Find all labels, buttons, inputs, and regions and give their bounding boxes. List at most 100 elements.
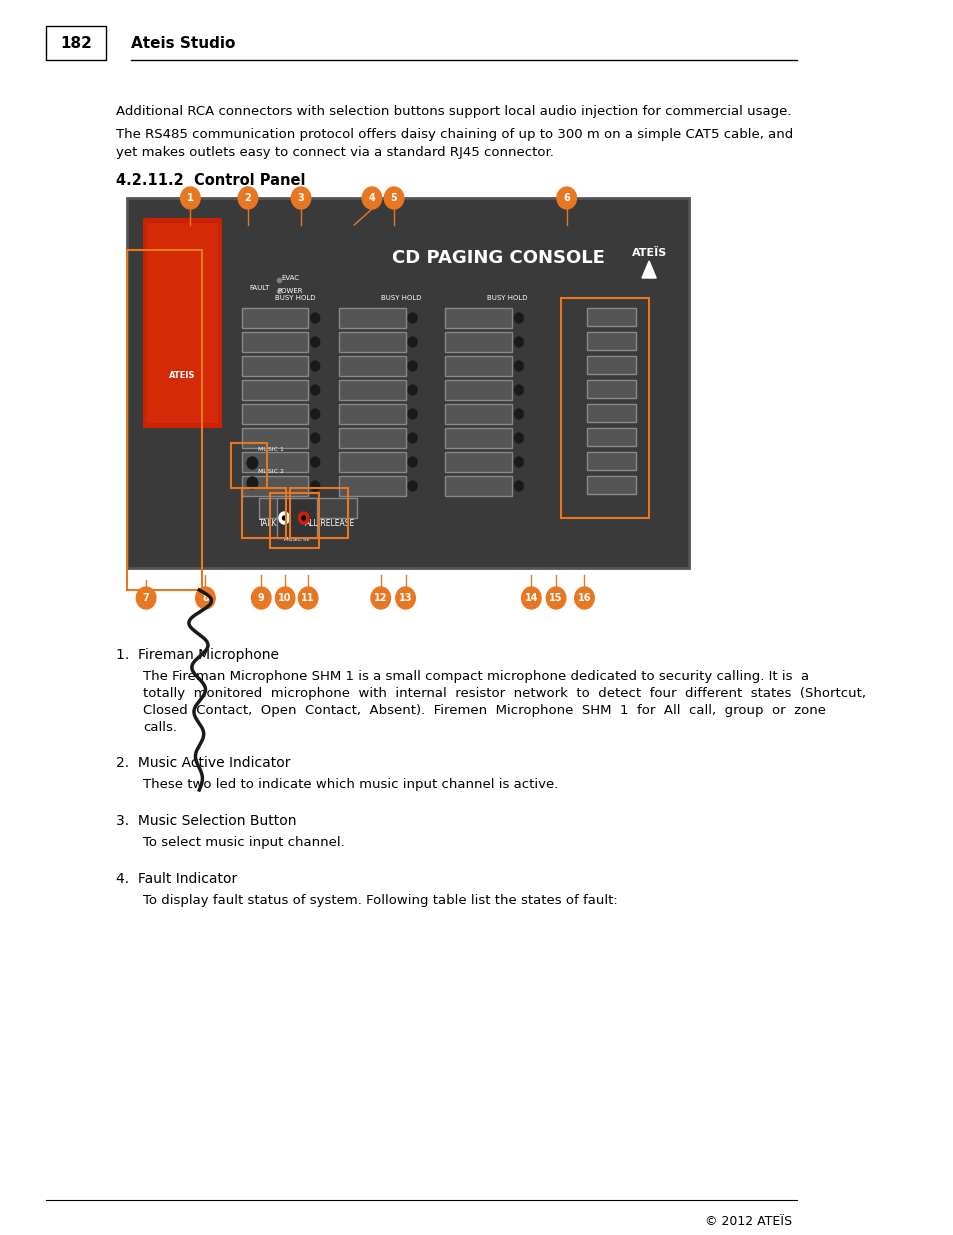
Text: EVAC: EVAC <box>281 275 299 282</box>
Bar <box>445 404 512 424</box>
Text: BUSY HOLD: BUSY HOLD <box>487 295 527 301</box>
Circle shape <box>574 587 594 609</box>
Text: TALK: TALK <box>259 519 277 529</box>
Circle shape <box>311 457 319 467</box>
Circle shape <box>514 385 523 395</box>
Text: POWER: POWER <box>277 288 303 294</box>
Circle shape <box>247 457 257 469</box>
Circle shape <box>371 587 390 609</box>
Text: To select music input channel.: To select music input channel. <box>143 836 345 848</box>
Text: 9: 9 <box>257 593 264 603</box>
Text: 5: 5 <box>391 193 397 203</box>
Polygon shape <box>641 261 656 278</box>
Circle shape <box>408 312 416 324</box>
Bar <box>586 356 635 374</box>
Circle shape <box>408 409 416 419</box>
Circle shape <box>302 516 305 520</box>
Bar <box>127 198 688 568</box>
Circle shape <box>408 361 416 370</box>
Circle shape <box>514 433 523 443</box>
Bar <box>586 380 635 398</box>
Bar <box>445 475 512 496</box>
Circle shape <box>311 433 319 443</box>
Text: 8: 8 <box>202 593 209 603</box>
Bar <box>142 219 222 429</box>
Text: 16: 16 <box>578 593 591 603</box>
Text: CD PAGING CONSOLE: CD PAGING CONSOLE <box>392 249 604 267</box>
Text: Ateis Studio: Ateis Studio <box>131 36 235 51</box>
Circle shape <box>514 337 523 347</box>
Circle shape <box>514 409 523 419</box>
Circle shape <box>408 433 416 443</box>
Text: 4: 4 <box>368 193 375 203</box>
Text: MUSIC 2: MUSIC 2 <box>257 469 283 474</box>
Text: 4.  Fault Indicator: 4. Fault Indicator <box>116 872 237 885</box>
Bar <box>339 475 405 496</box>
Circle shape <box>395 587 415 609</box>
Circle shape <box>311 312 319 324</box>
Text: 6: 6 <box>563 193 570 203</box>
Text: The RS485 communication protocol offers daisy chaining of up to 300 m on a simpl: The RS485 communication protocol offers … <box>116 128 793 141</box>
Text: 4.2.11.2  Control Panel: 4.2.11.2 Control Panel <box>116 173 305 188</box>
FancyBboxPatch shape <box>46 26 106 61</box>
Circle shape <box>557 186 576 209</box>
Bar <box>339 308 405 329</box>
Text: ATEÏS: ATEÏS <box>631 248 666 258</box>
Bar <box>241 332 308 352</box>
Bar <box>270 493 318 548</box>
Bar <box>241 429 308 448</box>
Text: 11: 11 <box>301 593 314 603</box>
Circle shape <box>298 587 317 609</box>
Circle shape <box>408 385 416 395</box>
Circle shape <box>238 186 257 209</box>
Text: These two led to indicate which music input channel is active.: These two led to indicate which music in… <box>143 778 558 790</box>
Text: 15: 15 <box>549 593 562 603</box>
Circle shape <box>521 587 540 609</box>
Bar <box>586 452 635 471</box>
Circle shape <box>136 587 155 609</box>
Text: 14: 14 <box>524 593 537 603</box>
Bar <box>127 249 202 590</box>
Text: 2.  Music Active Indicator: 2. Music Active Indicator <box>116 756 291 769</box>
Bar <box>445 332 512 352</box>
Circle shape <box>291 186 311 209</box>
Text: 3.  Music Selection Button: 3. Music Selection Button <box>116 814 296 827</box>
Circle shape <box>311 361 319 370</box>
Circle shape <box>384 186 403 209</box>
Bar <box>339 332 405 352</box>
Circle shape <box>514 312 523 324</box>
Bar <box>445 380 512 400</box>
Circle shape <box>282 516 286 520</box>
Bar <box>308 498 356 517</box>
Bar <box>259 498 294 517</box>
Text: 7: 7 <box>143 593 150 603</box>
Circle shape <box>514 480 523 492</box>
Bar <box>339 452 405 472</box>
Text: yet makes outlets easy to connect via a standard RJ45 connector.: yet makes outlets easy to connect via a … <box>116 146 554 159</box>
Bar <box>127 198 688 568</box>
Text: 12: 12 <box>374 593 387 603</box>
Text: Additional RCA connectors with selection buttons support local audio injection f: Additional RCA connectors with selection… <box>116 105 791 119</box>
Bar <box>560 298 648 517</box>
Circle shape <box>195 587 215 609</box>
Bar <box>241 380 308 400</box>
Circle shape <box>247 477 257 489</box>
Circle shape <box>311 480 319 492</box>
Circle shape <box>408 337 416 347</box>
Text: 10: 10 <box>278 593 292 603</box>
Text: © 2012 ATEÏS: © 2012 ATEÏS <box>704 1215 792 1228</box>
Circle shape <box>362 186 381 209</box>
Bar <box>445 429 512 448</box>
Bar <box>586 332 635 350</box>
Circle shape <box>278 513 290 524</box>
Text: ALL/RELEASE: ALL/RELEASE <box>305 519 355 529</box>
Text: The Fireman Microphone SHM 1 is a small compact microphone dedicated to security: The Fireman Microphone SHM 1 is a small … <box>143 671 809 683</box>
Bar <box>241 404 308 424</box>
Bar <box>290 488 348 538</box>
Circle shape <box>311 409 319 419</box>
Text: To display fault status of system. Following table list the states of fault:: To display fault status of system. Follo… <box>143 894 618 906</box>
Bar <box>241 452 308 472</box>
Circle shape <box>311 337 319 347</box>
Text: 1.  Fireman Microphone: 1. Fireman Microphone <box>116 648 278 662</box>
Bar <box>445 356 512 375</box>
